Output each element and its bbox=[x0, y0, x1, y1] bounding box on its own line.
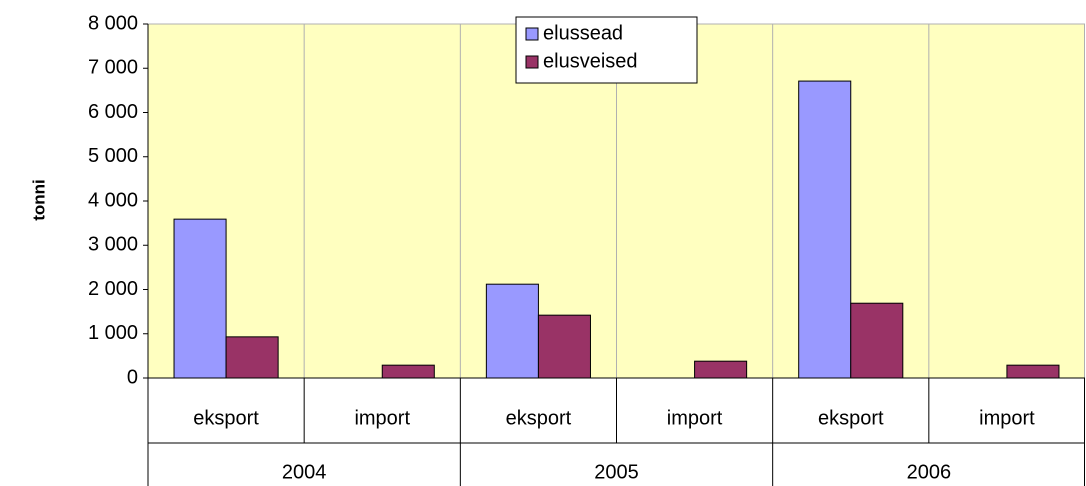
x-tick-label: eksport bbox=[193, 407, 259, 429]
group-label: 2005 bbox=[594, 461, 639, 483]
bar bbox=[381, 364, 435, 379]
bar bbox=[850, 302, 904, 379]
y-tick-label: 8 000 bbox=[88, 12, 138, 34]
y-tick-label: 1 000 bbox=[88, 322, 138, 344]
group-label: 2006 bbox=[907, 461, 952, 483]
x-tick-label: eksport bbox=[818, 407, 884, 429]
y-tick-label: 0 bbox=[127, 366, 138, 388]
y-tick-label: 4 000 bbox=[88, 189, 138, 211]
legend-label: elusveised bbox=[543, 50, 638, 72]
bar bbox=[1006, 364, 1060, 379]
bar bbox=[537, 314, 591, 379]
y-tick-label: 5 000 bbox=[88, 145, 138, 167]
y-tick-label: 6 000 bbox=[88, 101, 138, 123]
x-tick-label: import bbox=[979, 407, 1035, 429]
legend-label: elussead bbox=[543, 22, 623, 44]
bar bbox=[225, 336, 279, 379]
bar bbox=[798, 80, 852, 379]
legend-box bbox=[515, 16, 698, 84]
y-axis-label: tonni bbox=[29, 179, 48, 221]
y-tick-label: 7 000 bbox=[88, 57, 138, 79]
bar bbox=[694, 360, 748, 379]
x-tick-label: import bbox=[667, 407, 723, 429]
legend-swatch bbox=[525, 55, 539, 69]
bar bbox=[485, 283, 539, 379]
x-tick-label: eksport bbox=[506, 407, 572, 429]
y-tick-label: 2 000 bbox=[88, 278, 138, 300]
bar bbox=[173, 218, 227, 379]
y-tick-label: 3 000 bbox=[88, 234, 138, 256]
legend-swatch bbox=[525, 27, 539, 41]
x-tick-label: import bbox=[354, 407, 410, 429]
group-label: 2004 bbox=[282, 461, 327, 483]
